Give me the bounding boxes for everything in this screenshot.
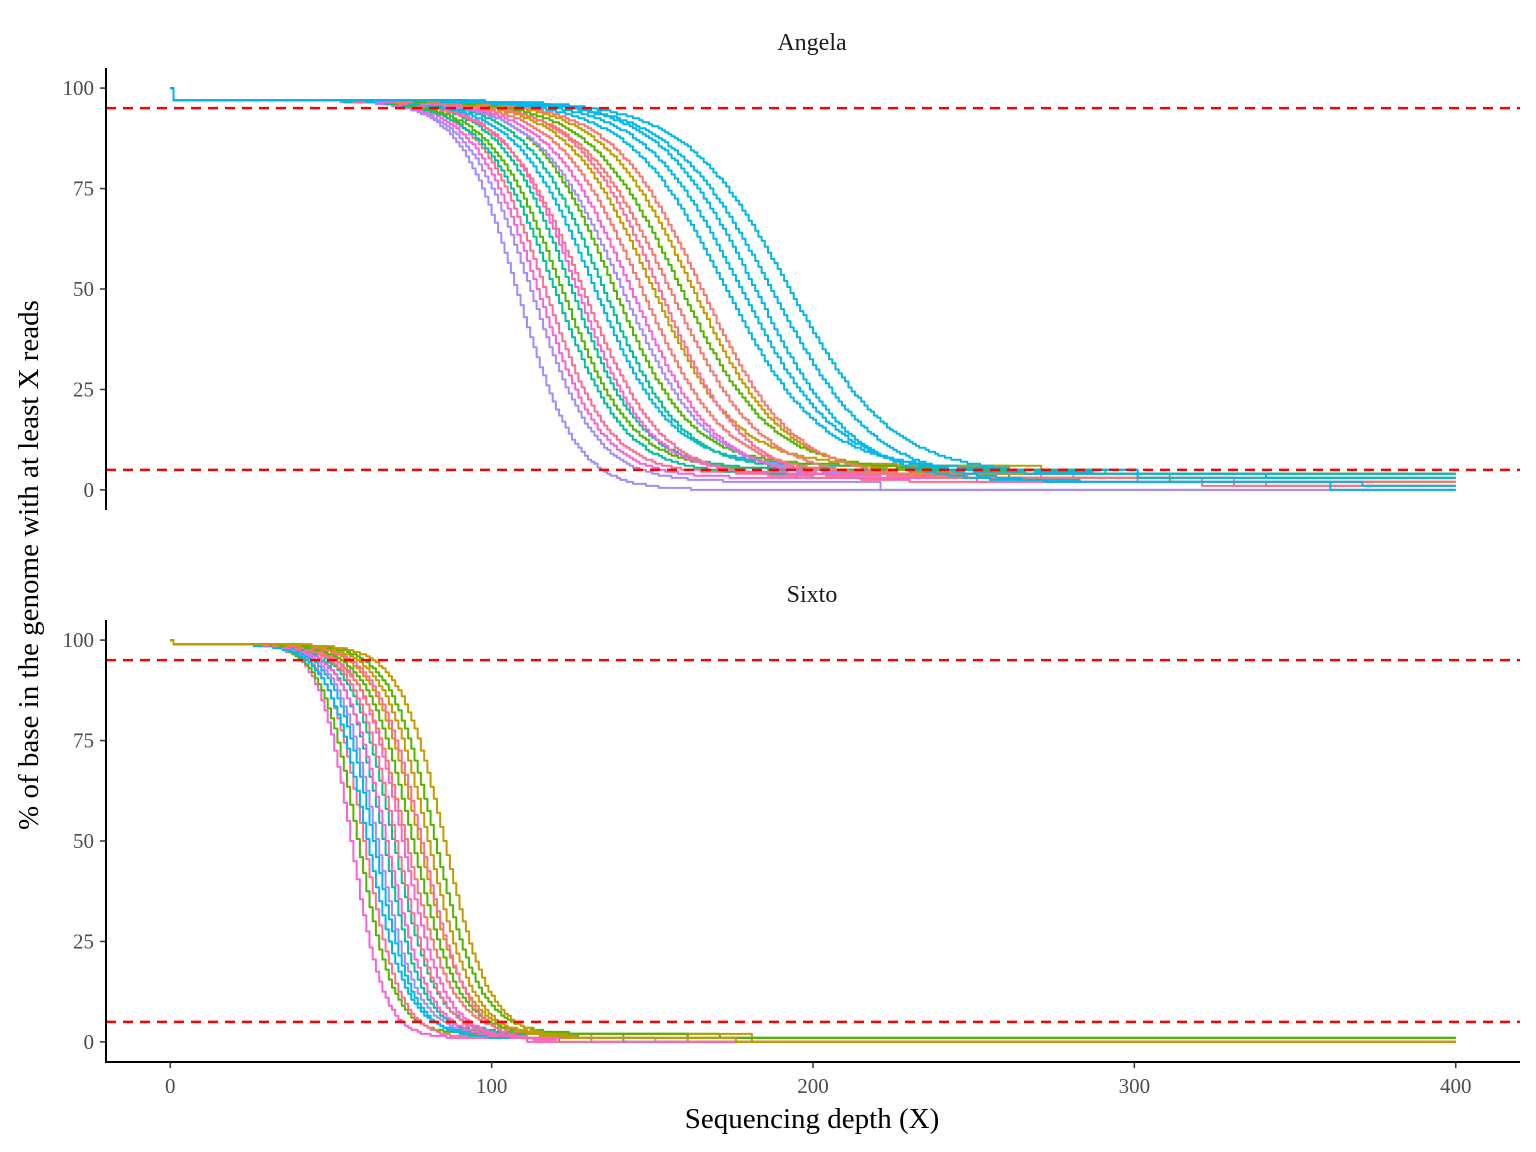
y-axis-title: % of base in the genome with at least X …	[13, 300, 45, 830]
y-ticks-angela: 0 25 50 75 100	[63, 76, 106, 502]
series-line-angela-14	[170, 87, 1456, 487]
series-line-angela-17	[170, 87, 1456, 487]
series-line-angela-2	[170, 87, 1456, 491]
series-line-angela-26	[170, 87, 1456, 475]
y-tick-label-0-angela: 0	[84, 478, 95, 502]
panel-sixto: Sixto 0 25 50 75 100 0 100 200 300 400	[63, 582, 1520, 1098]
x-tick-label-200: 200	[797, 1074, 829, 1098]
panel-title-angela: Angela	[777, 30, 847, 56]
series-line-angela-3	[170, 87, 1456, 483]
series-line-angela-25	[170, 87, 1456, 487]
series-line-angela-1	[170, 87, 1456, 491]
y-tick-label-25-angela: 25	[73, 377, 94, 401]
reference-lines-sixto	[106, 658, 1520, 1024]
series-layer-sixto	[170, 639, 1456, 1043]
series-line-angela-10	[170, 87, 1456, 475]
y-tick-label-75-sixto: 75	[73, 729, 94, 753]
y-tick-label-75-angela: 75	[73, 177, 94, 201]
series-line-angela-21	[170, 87, 1456, 483]
x-ticks: 0 100 200 300 400	[165, 1062, 1471, 1098]
reference-lines-angela	[106, 106, 1520, 472]
series-line-angela-19	[170, 87, 1456, 475]
x-tick-label-400: 400	[1440, 1074, 1472, 1098]
x-tick-label-100: 100	[476, 1074, 508, 1098]
y-tick-label-50-angela: 50	[73, 277, 94, 301]
y-tick-label-25-sixto: 25	[73, 929, 94, 953]
x-axis-title: Sequencing depth (X)	[685, 1103, 940, 1135]
series-line-angela-4	[170, 87, 1456, 483]
series-line-angela-20	[170, 87, 1456, 483]
x-tick-label-300: 300	[1119, 1074, 1151, 1098]
series-line-sixto-18	[170, 639, 1456, 1043]
series-line-angela-24	[170, 87, 1456, 491]
series-line-angela-16	[170, 87, 1456, 475]
y-tick-label-100-sixto: 100	[63, 628, 95, 652]
series-line-angela-18	[170, 87, 1456, 487]
y-tick-label-0-sixto: 0	[84, 1030, 95, 1054]
panel-title-sixto: Sixto	[787, 582, 838, 608]
series-layer-angela	[170, 87, 1456, 491]
series-line-angela-8	[170, 87, 1456, 483]
x-tick-label-0: 0	[165, 1074, 176, 1098]
y-ticks-sixto: 0 25 50 75 100	[63, 628, 106, 1054]
y-tick-label-100-angela: 100	[63, 76, 95, 100]
y-tick-label-50-sixto: 50	[73, 829, 94, 853]
series-line-angela-7	[170, 87, 1456, 475]
series-line-angela-9	[170, 87, 1456, 483]
series-line-sixto-3	[170, 639, 1456, 1043]
panel-angela: Angela 0 25 50 75 100	[63, 30, 1520, 510]
series-line-angela-12	[170, 87, 1456, 475]
series-line-angela-11	[170, 87, 1456, 475]
series-line-angela-22	[170, 87, 1456, 479]
